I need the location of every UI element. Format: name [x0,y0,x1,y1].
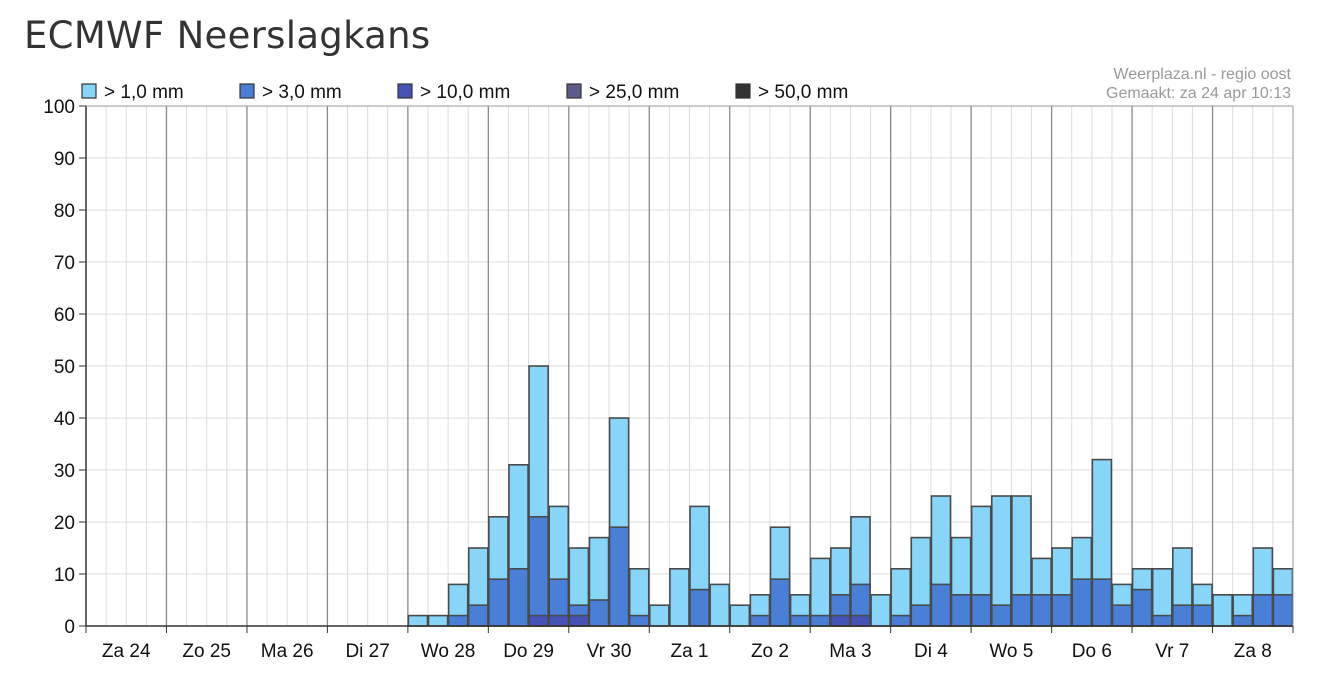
legend-label-5: > 50,0 mm [758,82,848,103]
bar-1-bin-16 [407,614,429,627]
bar-2-bin-42 [930,583,952,627]
y-tick-label: 50 [54,357,75,378]
bar-1-bin-32 [729,604,751,627]
bar-3-bin-23 [548,614,570,627]
bar-2-bin-25 [588,599,610,627]
x-day-label: Zo 25 [182,641,231,662]
legend-swatch-2 [239,83,255,99]
y-tick-label: 100 [43,97,75,118]
x-day-label: Zo 2 [751,641,789,662]
bar-2-bin-34 [769,578,791,627]
bar-2-bin-59 [1272,593,1294,627]
bar-2-bin-35 [789,614,811,627]
bar-2-bin-47 [1031,593,1052,627]
credit-source: Weerplaza.nl - regio oost [1113,66,1291,83]
bar-1-bin-29 [669,567,690,627]
bar-2-bin-22 [528,515,549,627]
y-tick-label: 90 [54,149,75,170]
y-tick-label: 30 [54,461,75,482]
x-day-label: Do 6 [1072,641,1112,662]
y-tick-label: 40 [54,409,75,430]
x-day-label: Vr 30 [587,641,632,662]
y-tick-label: 80 [54,201,75,222]
legend-swatch-3 [397,83,413,99]
axes: 0 10 20 30 40 50 60 70 80 90 100 Za 24 Zo 25 Ma 26 Di … [43,97,1294,662]
x-day-label: Di 4 [914,641,948,662]
legend: > 1,0 mm > 3,0 mm > 10,0 mm > 25,0 mm > 50,0… [81,82,848,103]
legend-swatch-5 [735,83,751,99]
legend-label-1: > 1,0 mm [104,82,184,103]
y-tick-label: 20 [54,513,75,534]
x-day-label: Di 27 [345,641,389,662]
bars [407,365,1294,627]
bar-1-bin-39 [870,593,891,627]
bar-2-bin-53 [1151,614,1173,627]
x-day-label: Wo 5 [989,641,1033,662]
y-tick-label: 70 [54,253,75,274]
bar-2-bin-58 [1252,593,1274,627]
legend-swatch-1 [81,83,97,99]
bar-1-bin-28 [648,604,670,627]
bar-3-bin-37 [830,614,851,627]
x-day-label: Za 1 [670,641,708,662]
bar-2-bin-55 [1192,604,1213,627]
bar-2-bin-33 [749,614,771,627]
bar-3-bin-22 [528,614,549,627]
bar-2-bin-41 [910,604,932,627]
bar-2-bin-45 [990,604,1012,627]
bar-2-bin-40 [890,614,912,627]
bar-2-bin-44 [970,593,992,627]
bar-1-bin-31 [709,583,731,627]
legend-label-3: > 10,0 mm [420,82,510,103]
bar-2-bin-30 [689,588,710,627]
credit-made: Gemaakt: za 24 apr 10:13 [1106,85,1291,102]
y-tick-label: 10 [54,565,75,586]
bar-2-bin-46 [1011,593,1032,627]
bar-2-bin-52 [1131,588,1153,627]
x-day-label: Ma 3 [829,641,871,662]
bar-2-bin-21 [508,567,529,627]
bar-2-bin-49 [1071,578,1093,627]
bar-2-bin-50 [1091,578,1113,627]
bar-3-bin-24 [568,614,590,627]
x-day-label: Za 8 [1234,641,1272,662]
bar-2-bin-18 [447,614,469,627]
legend-label-2: > 3,0 mm [262,82,342,103]
bar-2-bin-27 [628,614,650,627]
bar-2-bin-43 [950,593,972,627]
bar-1-bin-56 [1212,593,1233,627]
x-day-label: Ma 26 [261,641,314,662]
bar-3-bin-38 [850,614,871,627]
bar-2-bin-36 [809,614,831,627]
legend-label-4: > 25,0 mm [589,82,679,103]
y-tick-label: 0 [64,617,75,638]
x-day-label: Vr 7 [1155,641,1189,662]
bar-1-bin-17 [427,614,449,627]
bar-2-bin-26 [608,526,630,627]
y-tick-label: 60 [54,305,75,326]
bar-2-bin-51 [1111,604,1133,627]
bar-2-bin-57 [1232,614,1254,627]
page-title: ECMWF Neerslagkans [24,14,431,57]
bar-2-bin-20 [488,578,509,627]
x-day-label: Do 29 [503,641,554,662]
bar-2-bin-19 [467,604,489,627]
bar-2-bin-54 [1172,604,1193,627]
x-day-label: Za 24 [102,641,151,662]
legend-swatch-4 [566,83,582,99]
bar-2-bin-48 [1051,593,1073,627]
x-day-label: Wo 28 [421,641,476,662]
